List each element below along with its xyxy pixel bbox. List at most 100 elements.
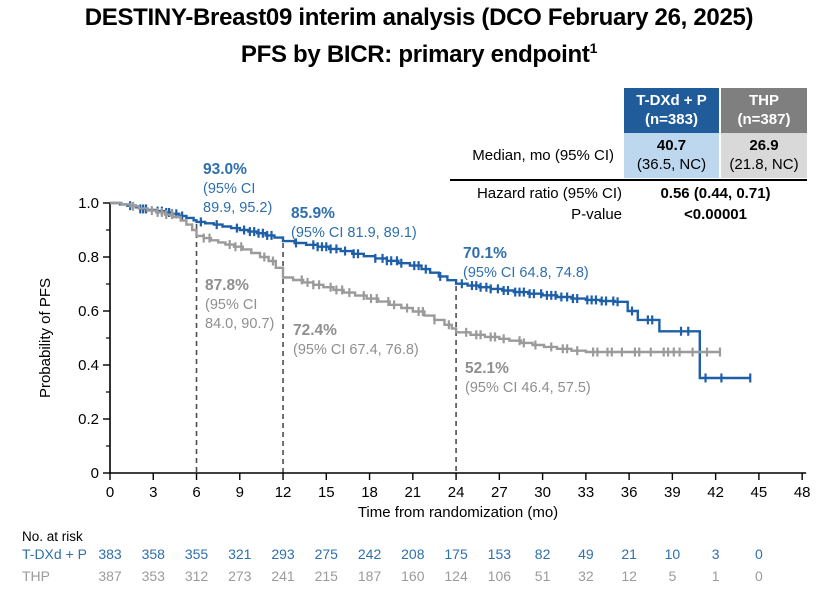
annotation-thp-0-line1: (95% CI <box>205 297 257 313</box>
risk-value-t-dxd-p-24mo: 175 <box>444 546 468 562</box>
page-title: DESTINY-Breast09 interim analysis (DCO F… <box>0 2 838 70</box>
annotation-t-dxd-p-0-line0: 93.0% <box>203 161 247 178</box>
risk-value-t-dxd-p-0mo: 383 <box>98 546 122 562</box>
annotation-thp-0-line0: 87.8% <box>205 277 249 294</box>
risk-value-thp-6mo: 312 <box>185 568 209 584</box>
column-header-thp: THP (n=387) <box>721 88 807 133</box>
risk-value-t-dxd-p-15mo: 275 <box>315 546 339 562</box>
median-value-thp: 26.9 (21.8, NC) <box>721 133 807 178</box>
risk-value-thp-45mo: 0 <box>755 568 763 584</box>
results-table: T-DXd + P (n=383) THP (n=387) Median, mo… <box>450 88 807 225</box>
y-tick-label: 0.4 <box>78 357 99 374</box>
x-tick-label: 45 <box>751 484 768 501</box>
risk-value-t-dxd-p-33mo: 49 <box>578 546 594 562</box>
risk-value-thp-30mo: 51 <box>535 568 551 584</box>
x-tick-label: 3 <box>149 484 157 501</box>
table-separator-line <box>450 179 807 181</box>
y-tick-label: 0.2 <box>78 411 99 428</box>
x-tick-label: 6 <box>192 484 200 501</box>
risk-value-t-dxd-p-12mo: 293 <box>271 546 295 562</box>
risk-row-label-thp: THP <box>22 568 50 584</box>
x-tick-label: 33 <box>578 484 595 501</box>
thp-header-name: THP <box>749 92 779 109</box>
x-tick-label: 39 <box>664 484 681 501</box>
annotation-t-dxd-p-1-line1: (95% CI 81.9, 89.1) <box>291 225 417 241</box>
y-tick-label: 0 <box>91 465 99 482</box>
annotation-thp-1-line1: (95% CI 67.4, 76.8) <box>293 342 419 358</box>
risk-value-thp-27mo: 106 <box>488 568 512 584</box>
risk-value-thp-3mo: 353 <box>142 568 166 584</box>
risk-value-thp-39mo: 5 <box>668 568 676 584</box>
annotation-thp-2-line0: 52.1% <box>465 360 509 377</box>
risk-value-t-dxd-p-18mo: 242 <box>358 546 382 562</box>
risk-value-t-dxd-p-30mo: 82 <box>535 546 551 562</box>
annotation-thp-0-line2: 84.0, 90.7) <box>205 316 274 332</box>
x-tick-label: 0 <box>106 484 114 501</box>
median-thp-ci: (21.8, NC) <box>729 156 799 173</box>
pvalue-row-label: P-value <box>571 206 622 223</box>
risk-value-thp-24mo: 124 <box>444 568 468 584</box>
risk-value-thp-15mo: 215 <box>315 568 339 584</box>
results-table-corner <box>450 88 622 133</box>
x-tick-label: 42 <box>707 484 724 501</box>
risk-value-t-dxd-p-9mo: 321 <box>228 546 252 562</box>
x-tick-label: 30 <box>534 484 551 501</box>
page-title-line2: PFS by BICR: primary endpoint1 <box>0 33 838 70</box>
x-tick-label: 48 <box>794 484 811 501</box>
column-header-tdxd-p: T-DXd + P (n=383) <box>624 88 719 133</box>
risk-table-title: No. at risk <box>22 529 83 544</box>
y-tick-label: 0.6 <box>78 303 99 320</box>
hr-row-label: Hazard ratio (95% CI) <box>476 185 622 202</box>
x-tick-label: 24 <box>448 484 465 501</box>
risk-value-thp-9mo: 273 <box>228 568 252 584</box>
median-tdxd-value: 40.7 <box>656 137 687 154</box>
y-tick-label: 1.0 <box>78 195 99 212</box>
median-tdxd-ci: (36.5, NC) <box>636 156 707 173</box>
median-row-label: Median, mo (95% CI) <box>472 147 614 164</box>
annotation-t-dxd-p-1-line0: 85.9% <box>291 205 335 222</box>
risk-row-label-t-dxd-p: T-DXd + P <box>22 546 87 562</box>
x-tick-label: 36 <box>621 484 638 501</box>
risk-value-thp-12mo: 241 <box>271 568 295 584</box>
annotation-t-dxd-p-2-line0: 70.1% <box>463 245 507 262</box>
pvalue-value: <0.00001 <box>684 206 747 223</box>
y-axis-title: Probability of PFS <box>37 278 54 398</box>
risk-value-thp-33mo: 32 <box>578 568 594 584</box>
tdxd-header-n: (n=383) <box>645 111 698 128</box>
x-tick-label: 21 <box>404 484 421 501</box>
title-footnote-marker: 1 <box>589 40 598 56</box>
risk-value-thp-36mo: 12 <box>621 568 637 584</box>
risk-value-t-dxd-p-36mo: 21 <box>621 546 637 562</box>
x-axis-title: Time from randomization (mo) <box>358 504 558 521</box>
x-tick-label: 9 <box>236 484 244 501</box>
annotation-thp-1-line0: 72.4% <box>293 322 337 339</box>
risk-value-t-dxd-p-21mo: 208 <box>401 546 425 562</box>
x-tick-label: 12 <box>275 484 292 501</box>
page-title-line1: DESTINY-Breast09 interim analysis (DCO F… <box>84 4 754 31</box>
x-tick-label: 18 <box>361 484 378 501</box>
annotation-t-dxd-p-2-line1: (95% CI 64.8, 74.8) <box>463 265 589 281</box>
x-tick-label: 15 <box>318 484 335 501</box>
thp-header-n: (n=387) <box>737 111 791 128</box>
risk-value-t-dxd-p-6mo: 355 <box>185 546 209 562</box>
hr-value: 0.56 (0.44, 0.71) <box>660 185 771 202</box>
risk-value-thp-0mo: 387 <box>98 568 122 584</box>
page-title-line2-text: PFS by BICR: primary endpoint <box>240 41 590 68</box>
annotation-t-dxd-p-0-line2: 89.9, 95.2) <box>203 200 272 216</box>
risk-value-t-dxd-p-3mo: 358 <box>142 546 166 562</box>
x-tick-label: 27 <box>491 484 508 501</box>
risk-value-thp-18mo: 187 <box>358 568 382 584</box>
risk-value-t-dxd-p-42mo: 3 <box>712 546 720 562</box>
risk-value-t-dxd-p-39mo: 10 <box>665 546 681 562</box>
y-tick-label: 0.8 <box>78 249 99 266</box>
annotation-thp-2-line1: (95% CI 46.4, 57.5) <box>465 380 591 396</box>
median-thp-value: 26.9 <box>749 137 779 154</box>
risk-value-thp-42mo: 1 <box>712 568 720 584</box>
risk-value-t-dxd-p-45mo: 0 <box>755 546 763 562</box>
tdxd-header-name: T-DXd + P <box>636 92 707 109</box>
median-value-tdxd: 40.7 (36.5, NC) <box>624 133 719 178</box>
risk-value-t-dxd-p-27mo: 153 <box>488 546 512 562</box>
risk-value-thp-21mo: 160 <box>401 568 425 584</box>
